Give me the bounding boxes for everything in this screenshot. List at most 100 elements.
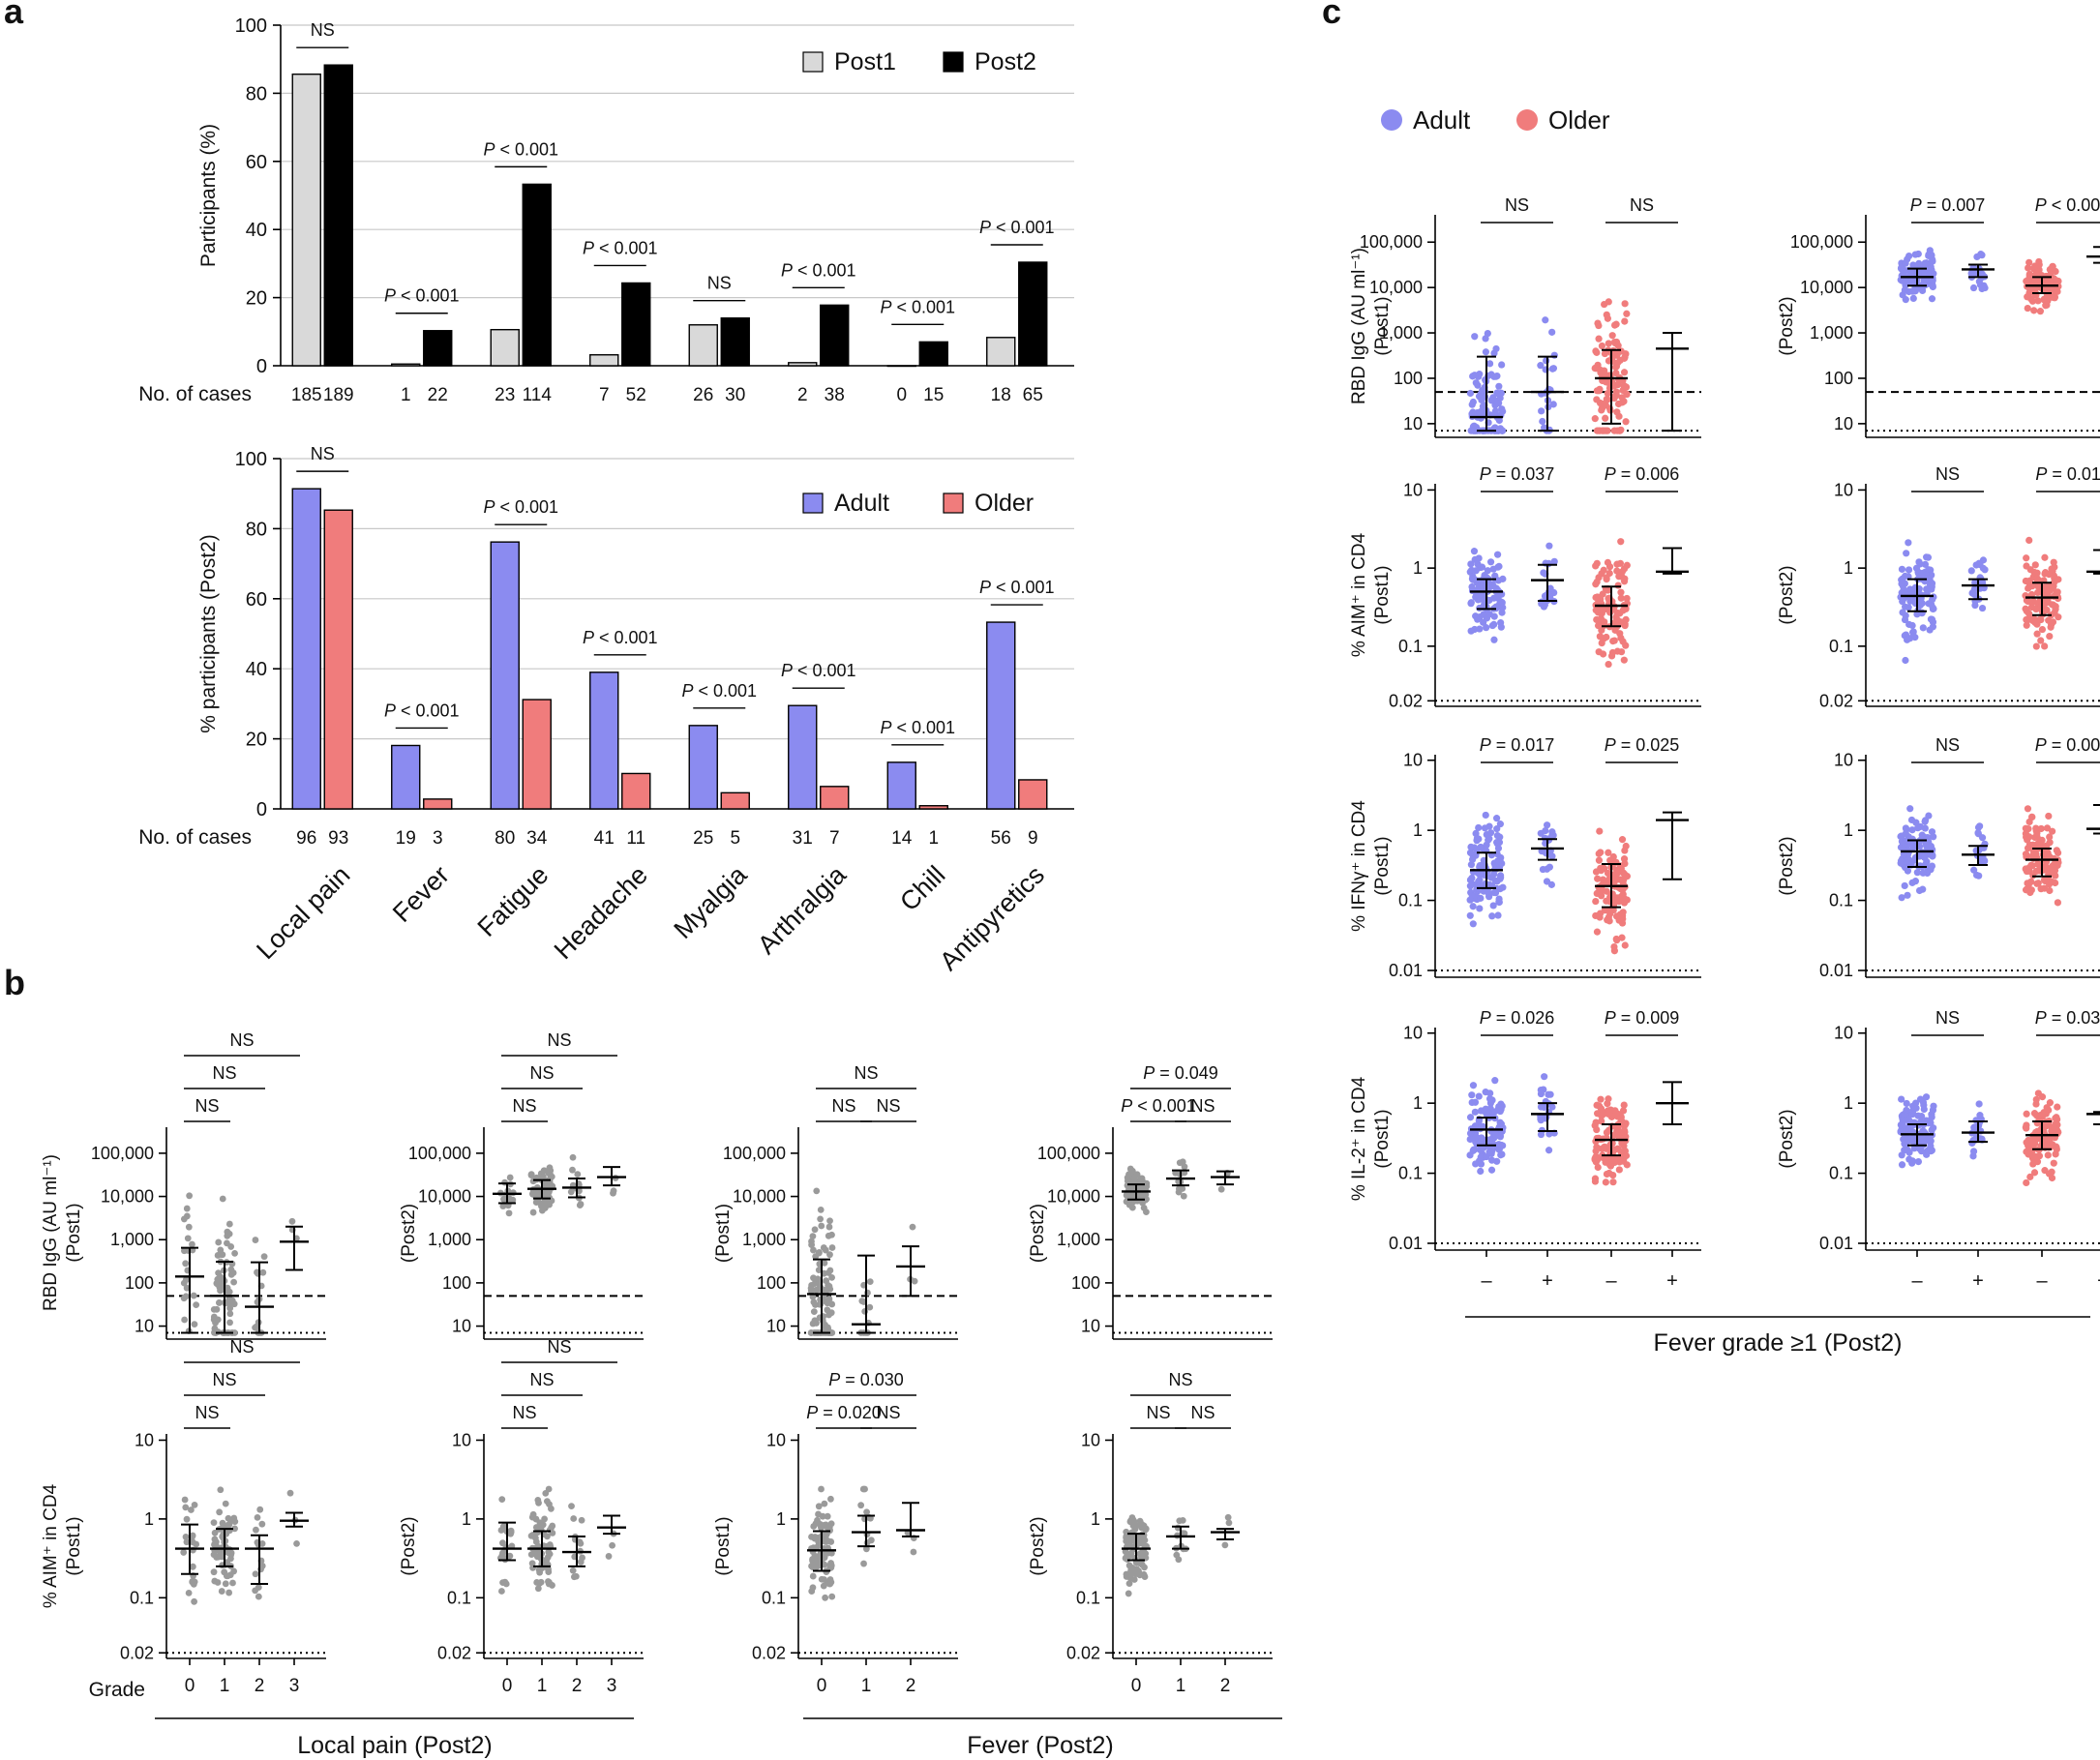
data-point [808, 1281, 816, 1289]
y-tick-label: 0.1 [1398, 637, 1423, 656]
data-point [2028, 851, 2036, 860]
data-point [1125, 1540, 1132, 1548]
data-point [1469, 373, 1477, 380]
data-point [1545, 542, 1553, 550]
data-point [1617, 588, 1625, 596]
data-point [576, 1538, 584, 1546]
p-value: P = 0.003 [2035, 735, 2100, 755]
data-point [2048, 565, 2055, 573]
data-point [1975, 278, 1983, 285]
data-point [2024, 293, 2031, 301]
data-point [810, 1274, 817, 1282]
y-tick-label: 0.1 [1076, 1588, 1100, 1607]
data-point [1616, 630, 1624, 638]
y-tick-label: 10 [452, 1430, 471, 1449]
p-value: NS [195, 1096, 219, 1116]
data-point [1135, 1569, 1143, 1577]
data-point [1618, 919, 1627, 927]
data-point [1140, 1204, 1148, 1211]
data-point [193, 1301, 200, 1309]
data-point [2037, 824, 2045, 833]
data-point [1904, 636, 1911, 643]
data-point [1620, 894, 1629, 903]
data-point [2047, 623, 2055, 631]
data-point [1898, 580, 1905, 587]
data-point [1620, 656, 1628, 664]
case-count: 2 [797, 385, 808, 405]
y-tick-label: 1 [144, 1509, 154, 1529]
data-point [2046, 1099, 2055, 1107]
data-point [542, 1201, 550, 1208]
data-point [2023, 1121, 2030, 1129]
data-point [1491, 1077, 1499, 1085]
data-point [2051, 871, 2058, 879]
bar-post1 [589, 354, 619, 367]
data-point [2028, 813, 2036, 820]
data-point [2024, 616, 2031, 624]
y-tick-label: 100 [442, 1273, 471, 1293]
data-point [1620, 1155, 1628, 1164]
data-point [1467, 843, 1475, 850]
data-point [2048, 863, 2055, 872]
p-value: NS [229, 1030, 254, 1050]
data-point [1600, 566, 1607, 574]
data-point [1537, 829, 1545, 837]
data-point [210, 1551, 218, 1559]
p-value: NS [1190, 1096, 1215, 1116]
data-point [1929, 852, 1936, 860]
data-point [817, 1215, 825, 1223]
data-point [1125, 1590, 1132, 1597]
y-tick-label: 1 [1844, 1093, 1853, 1113]
y-tick-label: 1 [1844, 558, 1853, 578]
data-point [1493, 389, 1501, 397]
data-point [1593, 928, 1602, 936]
data-point [211, 1540, 219, 1548]
data-point [822, 1594, 829, 1601]
data-point [1907, 589, 1915, 597]
case-count: 14 [891, 828, 913, 849]
y-tick-label: 100 [1394, 369, 1423, 388]
y-axis-label: (Post2) [1777, 296, 1797, 355]
bar-adult [688, 725, 718, 810]
p-value: NS [311, 20, 335, 40]
y-axis-label: (Post2) [399, 1204, 419, 1263]
y-tick-label: 40 [246, 220, 267, 241]
data-point [254, 1513, 261, 1521]
y-axis-label: (Post2) [1777, 836, 1797, 895]
data-point [1467, 861, 1476, 869]
x-tick-label: – [2036, 1270, 2048, 1292]
data-point [1605, 1110, 1612, 1118]
category-label: Arthralgia [752, 859, 853, 960]
data-point [1908, 621, 1916, 630]
y-tick-label: 10 [1834, 751, 1853, 770]
data-point [1468, 1091, 1476, 1099]
data-point [1485, 880, 1493, 888]
data-point [1905, 566, 1913, 574]
data-point [910, 1548, 917, 1556]
data-point [224, 1232, 231, 1239]
p-value: NS [876, 1096, 900, 1116]
data-point [828, 1273, 835, 1281]
y-axis-label: (Post1) [1372, 836, 1393, 895]
data-point [1922, 1093, 1931, 1101]
bar-post2 [323, 64, 353, 367]
data-point [822, 1246, 829, 1254]
data-point [2025, 258, 2033, 266]
data-point [211, 1328, 218, 1336]
data-point [2052, 606, 2059, 613]
data-point [1593, 1144, 1601, 1151]
data-point [1469, 1147, 1477, 1154]
y-tick-label: 10 [1081, 1430, 1100, 1449]
data-point [1546, 584, 1554, 592]
y-axis-label: % participants (Post2) [197, 534, 220, 732]
legend-swatch-older [943, 492, 964, 514]
x-tick-label: 1 [220, 1676, 230, 1696]
case-count: 52 [626, 385, 646, 405]
data-point [816, 1249, 823, 1256]
data-point [1899, 609, 1906, 616]
data-point [1466, 882, 1474, 890]
data-point [821, 1259, 828, 1267]
data-point [1142, 1196, 1149, 1204]
data-point [545, 1485, 553, 1493]
data-point [2022, 605, 2029, 612]
